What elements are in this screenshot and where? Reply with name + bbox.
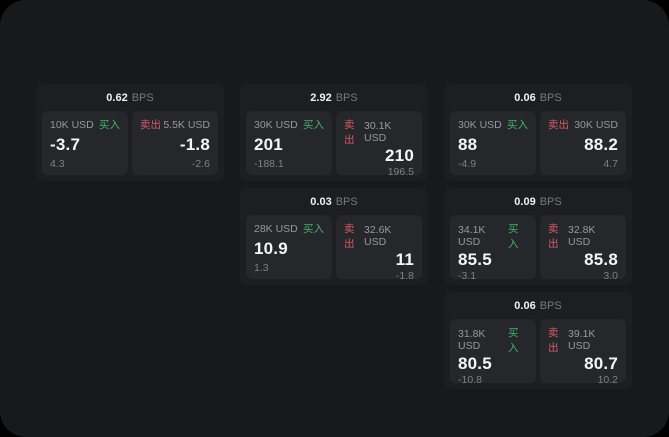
buy-price: -3.7 [50, 134, 81, 154]
sell-size: 39.1K USD [567, 328, 596, 352]
buy-size: 10K USD [50, 118, 94, 131]
sell-label: 卖出 [140, 119, 161, 131]
sell-change: 4.7 [603, 158, 618, 170]
buy-change: 1.3 [254, 262, 269, 274]
spread-unit: BPS [539, 300, 562, 312]
sell-price: 11 [395, 250, 414, 269]
spread-unit: BPS [539, 196, 562, 208]
quote-card-3: 0.06 BPS 30K USD 买入 88 -4.9 卖出 30K USD 8… [444, 84, 632, 181]
sell-label: 卖出 [344, 223, 355, 250]
buy-size: 28K USD [254, 222, 298, 235]
sell-label: 卖出 [548, 119, 569, 131]
sell-price: 85.8 [584, 250, 618, 269]
buy-label: 买入 [303, 223, 324, 235]
quote-card-4: 0.03 BPS 28K USD 买入 10.9 1.3 卖出 32.6K US… [240, 188, 428, 285]
sell-size: 5.5K USD [163, 118, 210, 131]
sell-price: 88.2 [584, 134, 618, 154]
buy-price: 201 [254, 134, 283, 154]
sell-panel[interactable]: 卖出 30K USD 88.2 4.7 [540, 111, 626, 175]
buy-size: 31.8K USD [458, 328, 486, 352]
sell-label: 卖出 [344, 119, 355, 146]
sell-panel[interactable]: 卖出 30.1K USD 210 196.5 [336, 111, 422, 178]
spread-unit: BPS [335, 92, 358, 104]
buy-panel[interactable]: 34.1K USD 买入 85.5 -3.1 [450, 215, 536, 282]
sell-panel[interactable]: 卖出 32.6K USD 11 -1.8 [336, 215, 422, 282]
spread-value: 0.09 [514, 196, 536, 208]
buy-label: 买入 [99, 119, 120, 131]
spread-value: 0.62 [106, 92, 128, 104]
sell-size: 32.6K USD [363, 224, 392, 248]
sell-size: 32.8K USD [567, 224, 596, 248]
spread-header: 0.06 BPS [450, 89, 626, 107]
sell-change: 3.0 [603, 269, 618, 282]
buy-price: 10.9 [254, 238, 288, 258]
spread-header: 0.09 BPS [450, 193, 626, 211]
sell-label: 卖出 [548, 223, 559, 250]
spread-header: 0.03 BPS [246, 193, 422, 211]
sell-panel[interactable]: 卖出 39.1K USD 80.7 10.2 [540, 319, 626, 386]
spread-value: 0.06 [514, 92, 536, 104]
sell-price: -1.8 [179, 134, 210, 154]
sell-price: 80.7 [584, 354, 618, 373]
spread-header: 0.62 BPS [42, 89, 218, 107]
spread-unit: BPS [131, 92, 154, 104]
sell-change: -1.8 [395, 269, 414, 282]
quote-card-1: 0.62 BPS 10K USD 买入 -3.7 4.3 卖出 5.5K USD… [36, 84, 224, 181]
buy-price: 88 [458, 134, 478, 154]
buy-change: 4.3 [50, 158, 65, 170]
spread-header: 2.92 BPS [246, 89, 422, 107]
buy-panel[interactable]: 30K USD 买入 88 -4.9 [450, 111, 536, 175]
buy-price: 85.5 [458, 250, 492, 269]
buy-price: 80.5 [458, 354, 492, 373]
sell-label: 卖出 [548, 327, 559, 354]
sell-change: 196.5 [387, 165, 414, 178]
buy-panel[interactable]: 31.8K USD 买入 80.5 -10.8 [450, 319, 536, 386]
sell-change: -2.6 [191, 158, 210, 170]
sell-size: 30K USD [574, 118, 618, 131]
sell-panel[interactable]: 卖出 5.5K USD -1.8 -2.6 [132, 111, 218, 175]
buy-change: -4.9 [458, 158, 477, 170]
buy-panel[interactable]: 30K USD 买入 201 -188.1 [246, 111, 332, 175]
buy-change: -3.1 [458, 269, 477, 282]
buy-label: 买入 [507, 119, 528, 131]
buy-size: 30K USD [254, 118, 298, 131]
sell-price: 210 [385, 146, 414, 165]
buy-label: 买入 [508, 223, 519, 250]
quote-card-6: 0.06 BPS 31.8K USD 买入 80.5 -10.8 卖出 39.1… [444, 292, 632, 389]
buy-label: 买入 [303, 119, 324, 131]
buy-panel[interactable]: 10K USD 买入 -3.7 4.3 [42, 111, 128, 175]
sell-panel[interactable]: 卖出 32.8K USD 85.8 3.0 [540, 215, 626, 282]
quote-card-2: 2.92 BPS 30K USD 买入 201 -188.1 卖出 30.1K … [240, 84, 428, 181]
sell-change: 10.2 [597, 373, 618, 386]
buy-change: -188.1 [254, 158, 284, 170]
buy-size: 34.1K USD [458, 224, 486, 248]
buy-change: -10.8 [458, 373, 482, 386]
spread-value: 2.92 [310, 92, 332, 104]
buy-panel[interactable]: 28K USD 买入 10.9 1.3 [246, 215, 332, 279]
spread-unit: BPS [539, 92, 562, 104]
spread-value: 0.06 [514, 300, 536, 312]
spread-header: 0.06 BPS [450, 297, 626, 315]
buy-size: 30K USD [458, 118, 502, 131]
spread-unit: BPS [335, 196, 358, 208]
quote-card-5: 0.09 BPS 34.1K USD 买入 85.5 -3.1 卖出 32.8K… [444, 188, 632, 285]
buy-label: 买入 [508, 327, 519, 354]
sell-size: 30.1K USD [363, 120, 392, 144]
spread-value: 0.03 [310, 196, 332, 208]
